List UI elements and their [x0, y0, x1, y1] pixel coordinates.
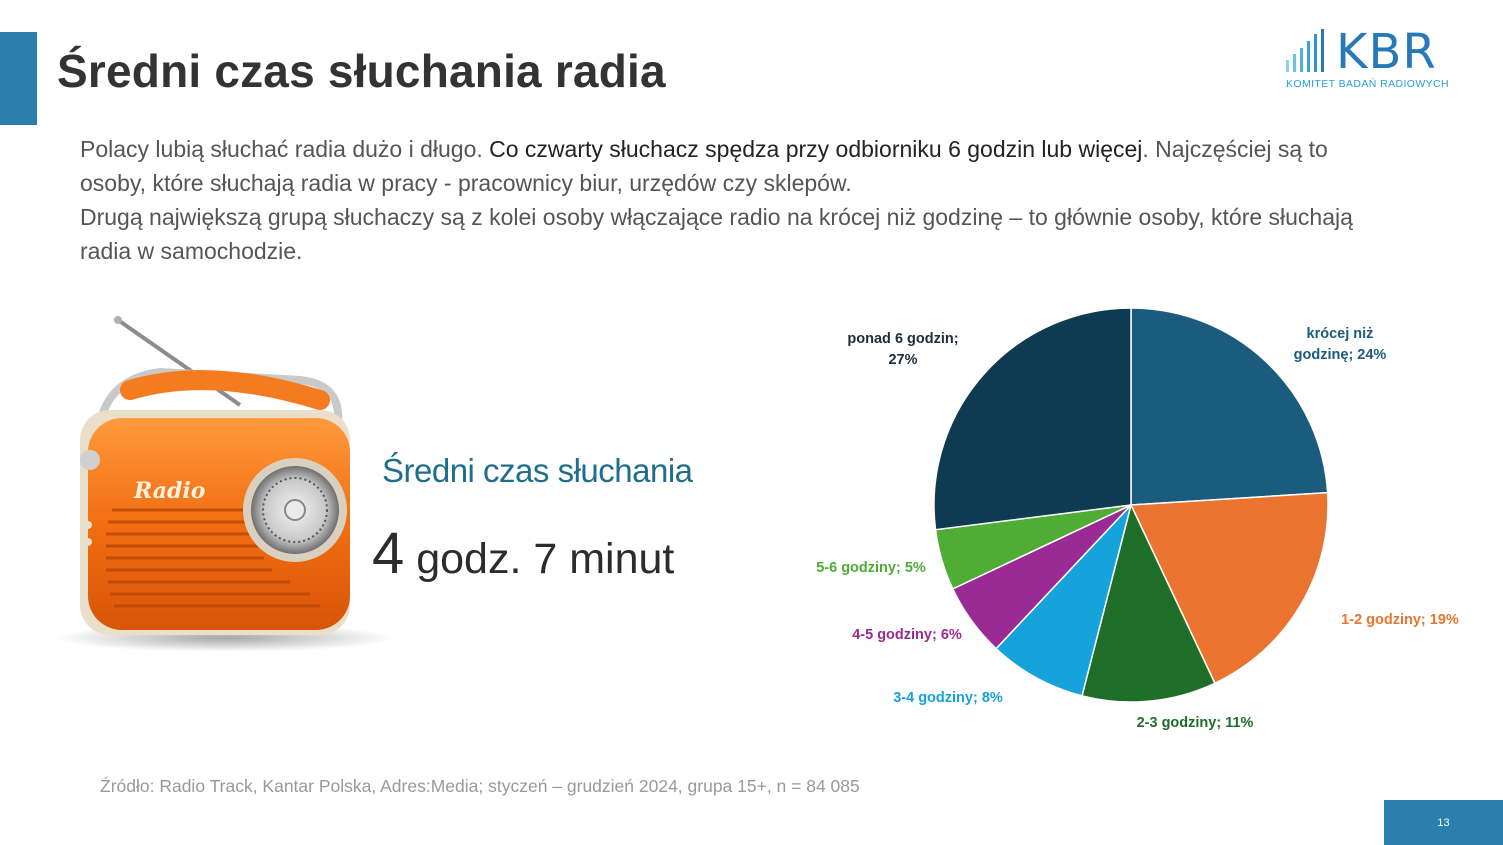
pie-slice-7 — [933, 307, 1132, 531]
listening-time-pie-chart: krócej niż godzinę; 24% 1-2 godziny; 19% 2-… — [816, 307, 1459, 731]
pie-label-3: 2-3 godziny; 11% — [1137, 715, 1254, 731]
pie-slice-1 — [1130, 307, 1329, 506]
pie-label-5: 4-5 godziny; 6% — [852, 627, 962, 643]
pie-label-6: 5-6 godziny; 5% — [816, 560, 926, 576]
radio-brand-text: Radio — [133, 478, 205, 504]
intro-p1-highlight: Co czwarty słuchacz spędza przy odbiorni… — [489, 136, 1143, 162]
pie-labels: krócej niż godzinę; 24% 1-2 godziny; 19% 2-… — [816, 326, 1459, 731]
kpi-value: 4 godz. 7 minut — [372, 520, 674, 587]
source-note: Źródło: Radio Track, Kantar Polska, Adre… — [100, 776, 860, 796]
pie-label-7: ponad 6 godzin; 27% — [847, 331, 958, 368]
signal-bars-icon — [1286, 29, 1324, 72]
pie-slice-2 — [1129, 491, 1329, 685]
kpi-unit: godz. 7 minut — [404, 535, 675, 583]
page-title: Średni czas słuchania radia — [57, 45, 666, 97]
kpi-number: 4 — [372, 521, 405, 586]
intro-p1-end: . Najczęściej są to osoby, które słuchaj… — [80, 136, 1328, 196]
pie-slice-4 — [995, 504, 1132, 697]
pie-label-4: 3-4 godziny; 8% — [893, 690, 1003, 706]
kbr-logo: KBR KOMITET BADAŃ RADIOWYCH — [1284, 24, 1464, 96]
pie-slice-3 — [1081, 502, 1216, 703]
retro-radio-illustration: Radio — [55, 316, 395, 652]
page-number: 13 — [1384, 800, 1503, 845]
kpi-label: Średni czas słuchania — [382, 452, 693, 489]
logo-tagline: KOMITET BADAŃ RADIOWYCH — [1286, 78, 1450, 90]
intro-p1-start: Polacy lubią słuchać radia dużo i długo. — [80, 136, 490, 162]
pie-label-1: krócej niż godzinę; 24% — [1294, 326, 1387, 363]
intro-text: Polacy lubią słuchać radia dużo i długo.… — [80, 132, 1400, 268]
intro-paragraph-1: Polacy lubią słuchać radia dużo i długo.… — [80, 132, 1400, 200]
logo-letters: KBR — [1336, 24, 1437, 80]
intro-paragraph-2: Drugą największą grupą słuchaczy są z ko… — [80, 204, 1353, 264]
pie-label-2: 1-2 godziny; 19% — [1341, 612, 1459, 628]
accent-bar — [0, 32, 37, 125]
pie-slices — [933, 307, 1329, 703]
